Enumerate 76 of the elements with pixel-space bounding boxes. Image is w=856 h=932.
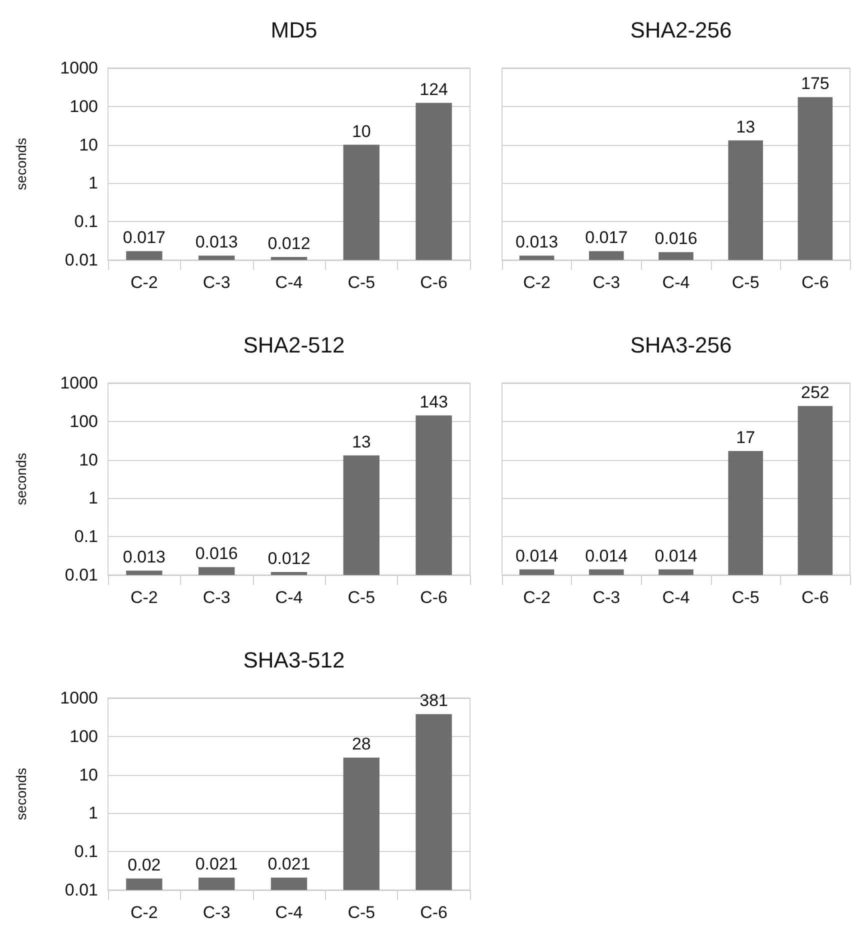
x-tick-label: C-6 xyxy=(801,273,829,292)
x-tick-label: C-6 xyxy=(420,273,448,292)
x-tick-label: C-5 xyxy=(348,273,376,292)
x-tick-label: C-5 xyxy=(732,588,760,607)
x-tick-label: C-2 xyxy=(130,273,158,292)
data-label: 13 xyxy=(352,432,371,452)
data-label: 0.012 xyxy=(268,234,310,253)
x-tick-label: C-2 xyxy=(130,588,158,607)
data-label: 143 xyxy=(420,392,448,412)
data-label: 0.013 xyxy=(195,232,238,252)
x-tick-label: C-5 xyxy=(348,903,376,922)
data-label: 0.021 xyxy=(195,854,238,874)
x-tick-label: C-4 xyxy=(275,903,303,922)
x-tick-label: C-4 xyxy=(662,273,690,292)
y-axis-title: seconds xyxy=(13,452,29,506)
chart-title: SHA2-256 xyxy=(630,18,732,42)
data-label: 0.014 xyxy=(654,546,698,566)
y-tick-label: 1 xyxy=(88,804,98,823)
chart-title: SHA2-512 xyxy=(243,332,345,358)
x-tick-label: C-4 xyxy=(275,273,303,292)
y-tick-label: 100 xyxy=(70,96,98,116)
x-tick-label: C-2 xyxy=(523,588,551,607)
y-tick-label: 0.01 xyxy=(64,566,98,584)
x-tick-label: C-5 xyxy=(348,588,376,607)
y-tick-label: 100 xyxy=(70,726,98,746)
y-tick-label: 1 xyxy=(88,174,98,193)
y-tick-label: 100 xyxy=(70,412,98,431)
x-tick-label: C-3 xyxy=(202,273,230,292)
y-tick-label: 0.1 xyxy=(74,212,98,232)
x-tick-label: C-2 xyxy=(523,273,551,292)
data-label: 13 xyxy=(736,117,756,136)
data-label: 0.013 xyxy=(516,232,558,252)
y-tick-label: 0.1 xyxy=(74,527,98,546)
y-tick-label: 0.01 xyxy=(64,250,98,270)
y-tick-label: 10 xyxy=(79,765,98,784)
data-label: 381 xyxy=(420,691,448,710)
x-tick-label: C-3 xyxy=(202,903,230,922)
x-tick-label: C-5 xyxy=(732,273,760,292)
y-axis-title: seconds xyxy=(13,138,29,190)
x-tick-label: C-2 xyxy=(130,903,158,922)
chart-title: SHA3-256 xyxy=(630,332,732,358)
y-tick-label: 10 xyxy=(79,450,98,470)
data-label: 0.013 xyxy=(122,548,166,567)
x-tick-label: C-6 xyxy=(420,903,448,922)
y-tick-label: 10 xyxy=(79,135,98,154)
y-axis-title: seconds xyxy=(13,768,29,820)
x-tick-label: C-6 xyxy=(420,588,448,607)
data-label: 28 xyxy=(352,734,371,754)
y-tick-label: 1000 xyxy=(60,688,98,708)
x-tick-label: C-4 xyxy=(275,588,303,607)
data-label: 0.014 xyxy=(516,546,558,566)
data-label: 252 xyxy=(801,382,830,402)
x-tick-label: C-6 xyxy=(801,588,829,607)
x-tick-label: C-3 xyxy=(202,588,230,607)
data-label: 17 xyxy=(736,428,756,447)
chart-title: MD5 xyxy=(270,18,318,42)
y-tick-label: 1000 xyxy=(60,374,98,392)
y-tick-label: 0.1 xyxy=(74,842,98,862)
x-tick-label: C-3 xyxy=(592,273,620,292)
x-tick-label: C-3 xyxy=(592,588,620,607)
data-label: 124 xyxy=(420,80,448,99)
y-tick-label: 0.01 xyxy=(64,880,98,900)
data-label: 0.021 xyxy=(268,854,310,874)
data-label: 0.02 xyxy=(128,855,161,874)
chart-title: SHA3-512 xyxy=(243,648,345,672)
x-tick-label: C-4 xyxy=(662,588,690,607)
data-label: 10 xyxy=(352,122,371,141)
data-label: 0.017 xyxy=(585,228,628,248)
data-label: 0.014 xyxy=(585,546,628,566)
data-label: 0.017 xyxy=(122,228,166,248)
data-label: 175 xyxy=(801,74,830,94)
y-tick-label: 1000 xyxy=(60,58,98,78)
data-label: 0.012 xyxy=(268,548,310,568)
y-tick-label: 1 xyxy=(88,488,98,508)
data-label: 0.016 xyxy=(654,229,698,248)
data-label: 0.016 xyxy=(195,544,238,564)
